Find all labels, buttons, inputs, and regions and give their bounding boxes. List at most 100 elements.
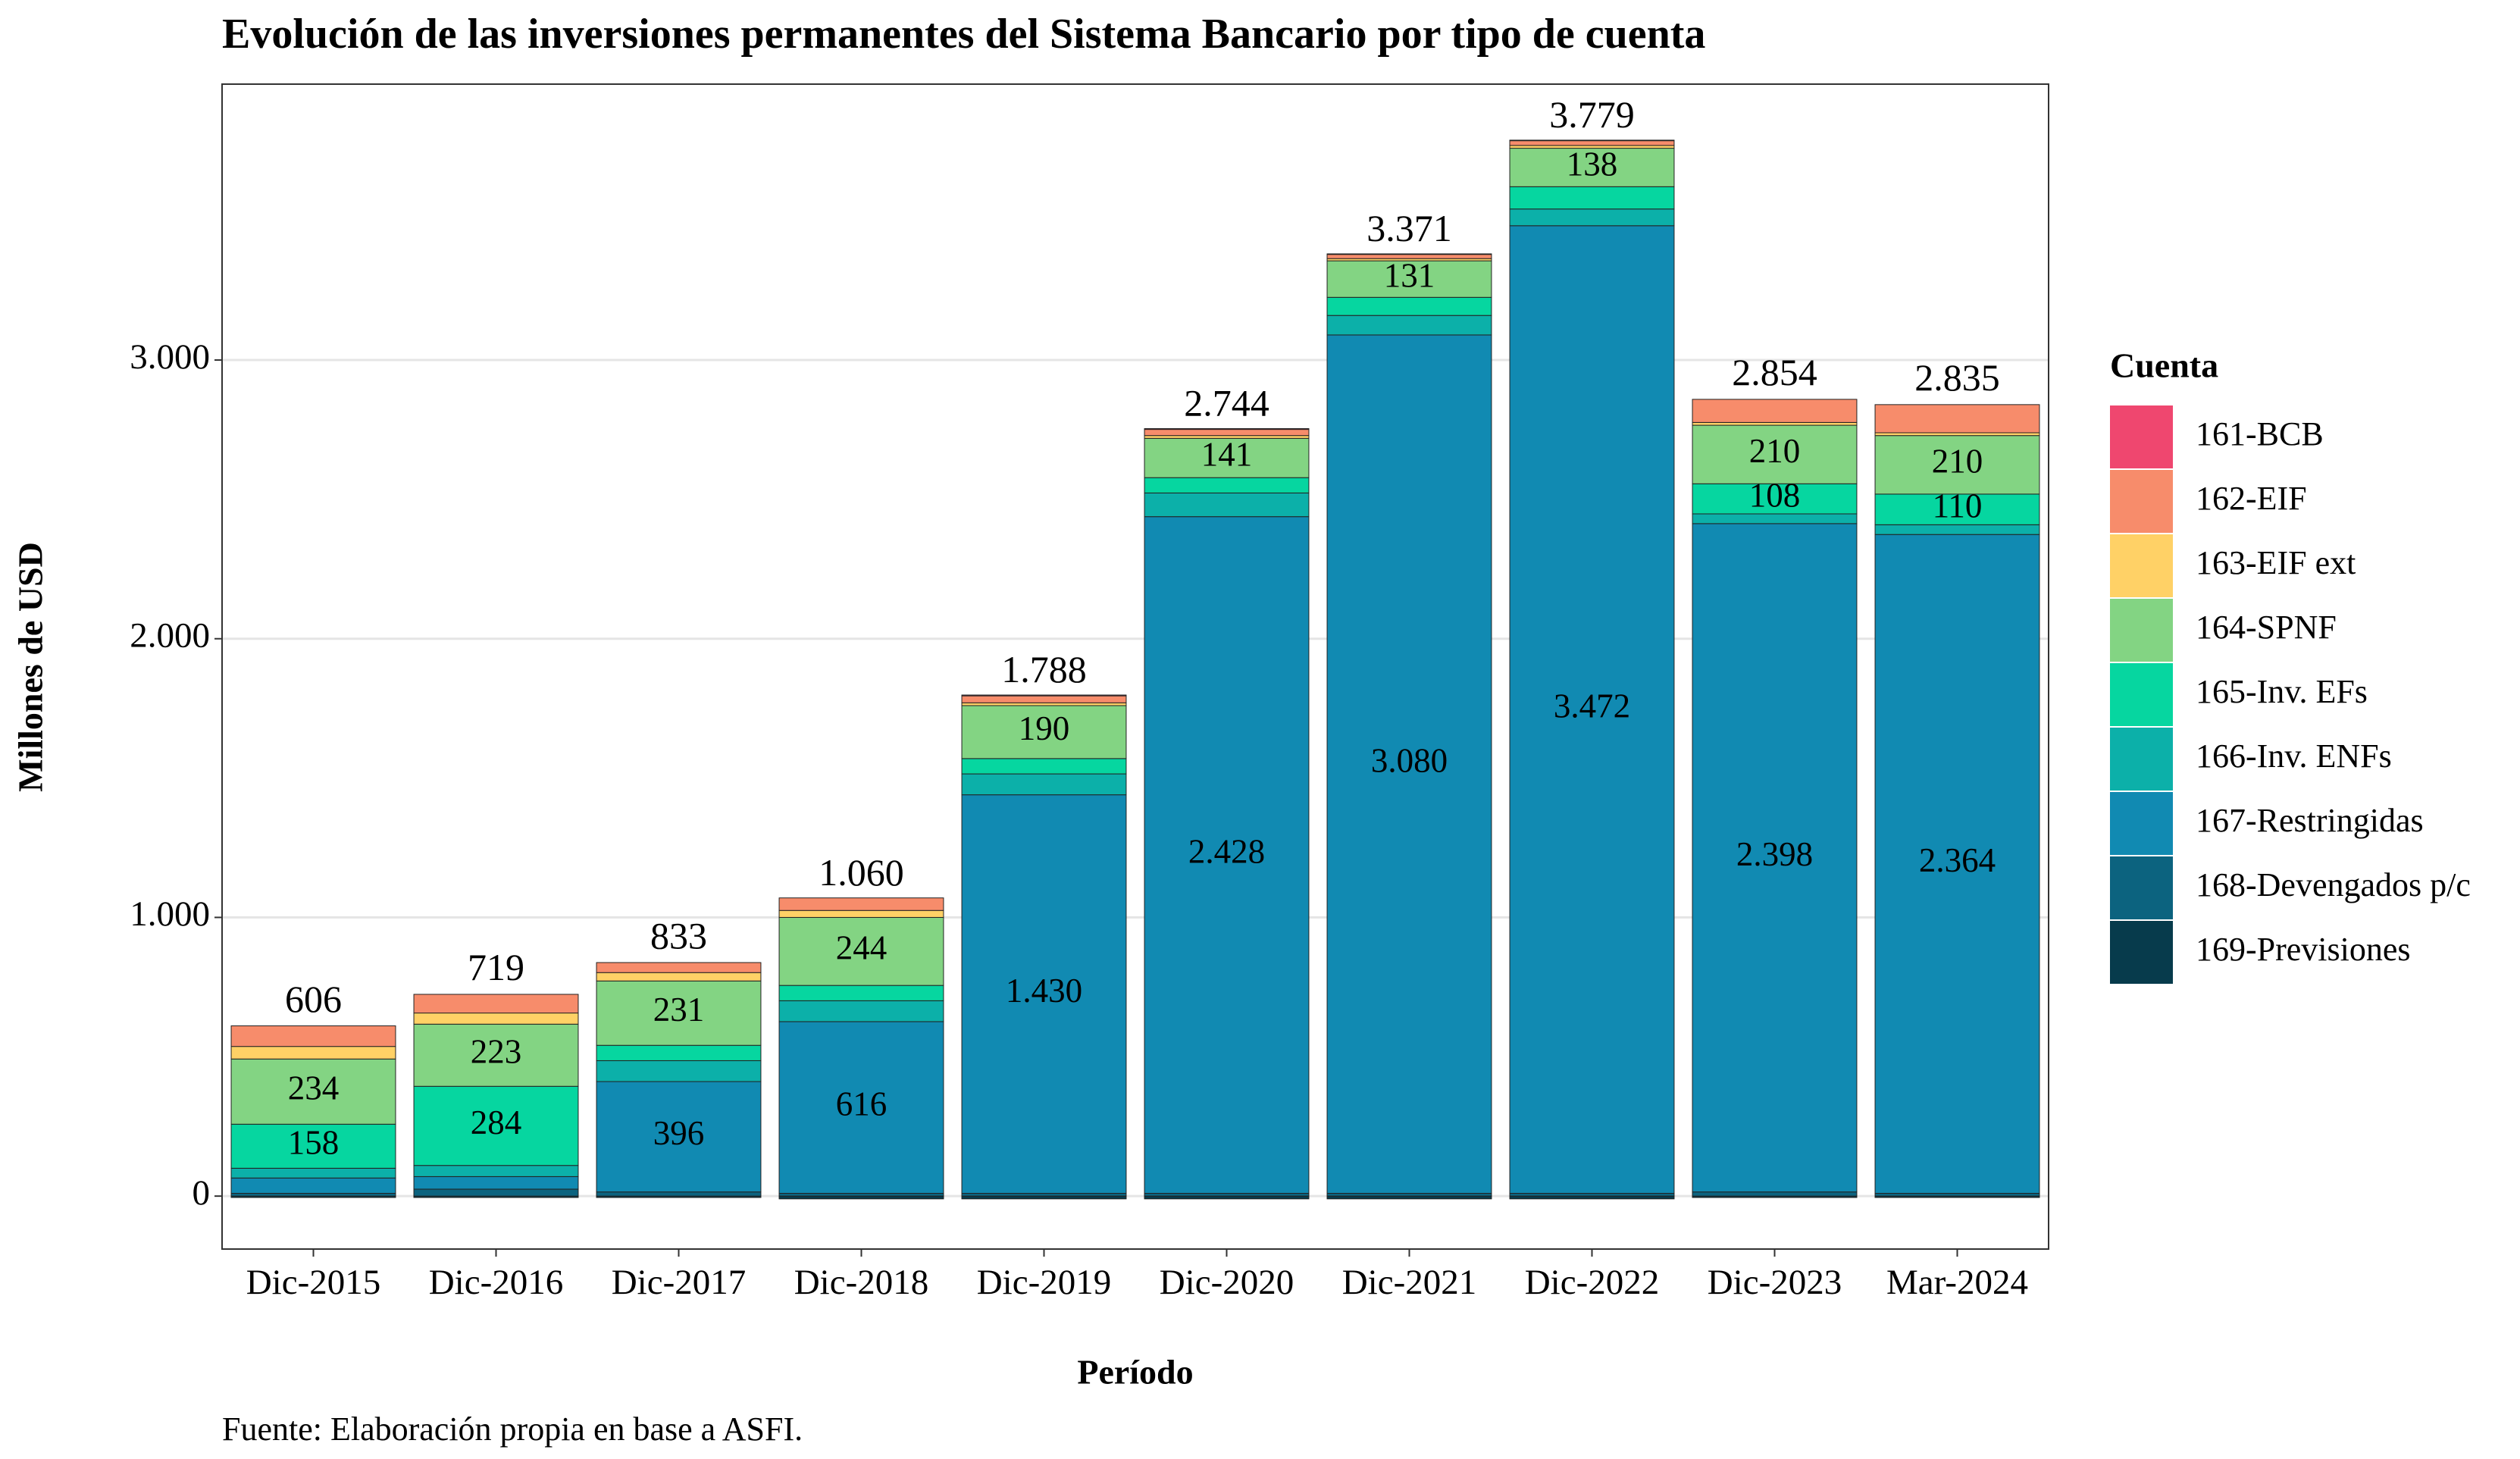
legend-label: 161-BCB — [2196, 415, 2324, 452]
bar-segment — [596, 1081, 762, 1193]
bar-segment — [961, 694, 1127, 697]
value-label: 234 — [288, 1069, 340, 1107]
bar-segment — [596, 1191, 762, 1197]
bar-segment — [1144, 427, 1310, 430]
bar-segment — [1326, 1195, 1492, 1200]
legend-label: 166-Inv. ENFs — [2196, 737, 2392, 775]
value-label: 110 — [1933, 487, 1983, 524]
total-label: 2.744 — [1184, 382, 1269, 424]
bar-segment — [230, 1177, 396, 1194]
bar-segment — [230, 1123, 396, 1169]
bar-segment — [961, 758, 1127, 775]
total-label: 2.854 — [1732, 351, 1817, 393]
y-axis-label: Millones de USD — [11, 542, 50, 792]
bar-segment — [596, 980, 762, 1046]
x-tick-label: Dic-2021 — [1342, 1263, 1477, 1302]
bar-segment — [1874, 435, 2040, 495]
x-tick-label: Dic-2023 — [1708, 1263, 1842, 1302]
bar-segment — [413, 1176, 579, 1190]
bar-segment — [1692, 513, 1858, 524]
bar-segment — [961, 695, 1127, 703]
value-label: 3.472 — [1554, 687, 1630, 725]
bar-segment — [1509, 1192, 1675, 1197]
bar-segment — [1874, 524, 2040, 535]
bar-segment — [961, 1195, 1127, 1200]
bar-segment — [778, 1000, 944, 1022]
bar-segment — [1144, 437, 1310, 478]
y-tick-label: 1.000 — [130, 894, 210, 934]
legend-label: 167-Restringidas — [2196, 802, 2424, 839]
bar-segment — [778, 910, 944, 918]
value-label: 138 — [1567, 145, 1618, 183]
bar-segment — [230, 1058, 396, 1125]
value-label: 141 — [1201, 436, 1253, 474]
x-tick-label: Dic-2015 — [246, 1263, 381, 1302]
value-label: 190 — [1019, 709, 1070, 747]
bar-segment — [961, 794, 1127, 1194]
x-tick-label: Mar-2024 — [1886, 1263, 2028, 1302]
bar-segment — [961, 702, 1127, 706]
value-label: 210 — [1932, 443, 1983, 481]
value-label: 2.428 — [1188, 832, 1265, 870]
bar-segment — [1326, 1192, 1492, 1197]
bar-segment — [413, 994, 579, 1014]
value-label: 284 — [471, 1104, 522, 1141]
bar-segment — [1874, 1192, 2040, 1197]
value-label: 223 — [471, 1033, 522, 1071]
x-tick-label: Dic-2018 — [794, 1263, 929, 1302]
bar-segment — [596, 1060, 762, 1082]
bar-segment — [1692, 424, 1858, 484]
total-label: 3.371 — [1366, 207, 1452, 249]
x-tick-label: Dic-2019 — [977, 1263, 1112, 1302]
bar-segment — [1144, 516, 1310, 1194]
total-label: 1.788 — [1001, 648, 1087, 690]
legend-key — [2110, 405, 2173, 468]
bar-segment — [596, 962, 762, 973]
bar-segment — [1692, 399, 1858, 423]
value-label: 1.430 — [1006, 972, 1082, 1010]
legend-label: 165-Inv. EFs — [2196, 673, 2368, 710]
bar-segment — [778, 916, 944, 986]
bar-segment — [413, 1188, 579, 1197]
legend-key — [2110, 792, 2173, 855]
legend-label: 169-Previsiones — [2196, 931, 2411, 968]
total-label: 606 — [285, 978, 342, 1020]
bar-segment — [1509, 186, 1675, 210]
bar-segment — [961, 1192, 1127, 1197]
value-label: 244 — [836, 929, 887, 967]
bar-segment — [1692, 1191, 1858, 1197]
bar-segment — [1509, 208, 1675, 227]
value-label: 158 — [288, 1124, 340, 1162]
bar-segment — [1144, 477, 1310, 493]
bar-segment — [1874, 534, 2040, 1194]
bar-segment — [1326, 296, 1492, 316]
bar-segment — [961, 705, 1127, 759]
bar-segment — [1144, 1192, 1310, 1197]
bar-segment — [1692, 523, 1858, 1193]
bar-segment — [1509, 225, 1675, 1194]
bar-segment — [230, 1192, 396, 1197]
legend-key — [2110, 728, 2173, 791]
x-tick-label: Dic-2022 — [1525, 1263, 1660, 1302]
value-label: 616 — [836, 1085, 887, 1123]
bar-segment — [1326, 315, 1492, 336]
y-tick-label: 0 — [193, 1173, 211, 1213]
value-label: 131 — [1384, 257, 1435, 295]
x-axis-label: Período — [1077, 1353, 1193, 1392]
bar-segment — [596, 972, 762, 982]
panel-border — [221, 83, 2049, 1250]
value-label: 2.364 — [1919, 841, 1996, 879]
bar-segment — [778, 897, 944, 911]
legend-key — [2110, 534, 2173, 597]
legend-key — [2110, 470, 2173, 533]
bar-segment — [230, 1046, 396, 1060]
total-label: 719 — [468, 946, 524, 988]
bar-segment — [413, 1165, 579, 1177]
bar-segment — [413, 1023, 579, 1087]
bar-segment — [1874, 493, 2040, 525]
value-label: 231 — [653, 991, 705, 1029]
legend-label: 164-SPNF — [2196, 609, 2337, 646]
bar-segment — [1326, 334, 1492, 1194]
y-tick-label: 2.000 — [130, 616, 210, 656]
legend-title: Cuenta — [2110, 346, 2218, 385]
